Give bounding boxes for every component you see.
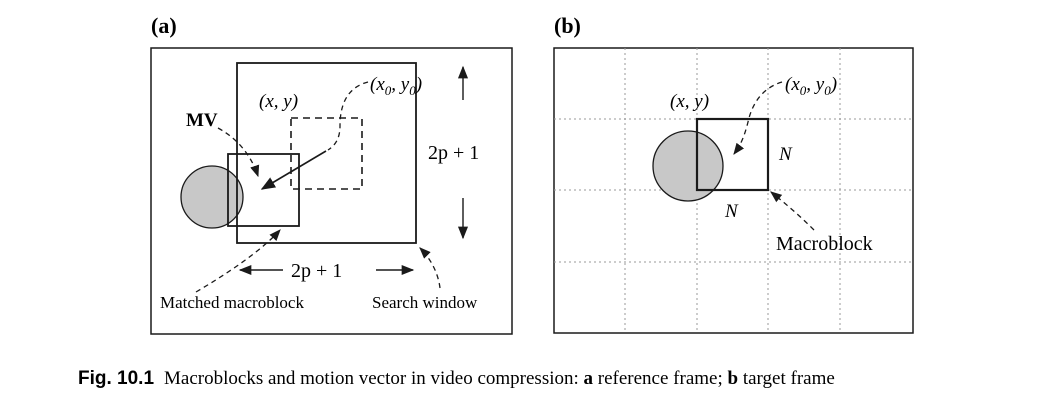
macroblock-pointer (770, 191, 815, 231)
matched-pointer (195, 229, 281, 293)
matched-macroblock (227, 153, 300, 227)
x0y0-label-b: (x0, y0) (785, 74, 837, 98)
xy-label-a: (x, y) (259, 91, 298, 112)
xy-label-b: (x, y) (670, 91, 709, 112)
mv-pointer (217, 127, 260, 178)
matched-label: Matched macroblock (160, 293, 304, 312)
search-pointer (419, 247, 441, 289)
mv-label: MV (186, 110, 218, 131)
search-label: Search window (372, 293, 478, 312)
target-macroblock (695, 117, 770, 192)
search-window (236, 62, 417, 244)
panel-b-label: (b) (554, 13, 581, 38)
x0y0-label-a: (x0, y0) (370, 74, 422, 98)
object-circle-a (180, 165, 244, 229)
vertical-size-label: 2p + 1 (428, 142, 479, 164)
n-bottom-label: N (724, 201, 739, 222)
motion-vector-arrow (260, 150, 327, 190)
x0y0-pointer-b (733, 81, 783, 155)
n-right-label: N (778, 144, 793, 165)
colocated-block (290, 117, 363, 190)
figure-caption: Fig. 10.1 Macroblocks and motion vector i… (78, 368, 835, 389)
reference-frame-border (150, 47, 513, 335)
x0y0-pointer-a (327, 81, 369, 151)
macroblock-label: Macroblock (776, 233, 873, 255)
panel-a-label: (a) (151, 13, 177, 38)
object-circle-b (652, 130, 724, 202)
horizontal-size-label: 2p + 1 (291, 260, 342, 282)
